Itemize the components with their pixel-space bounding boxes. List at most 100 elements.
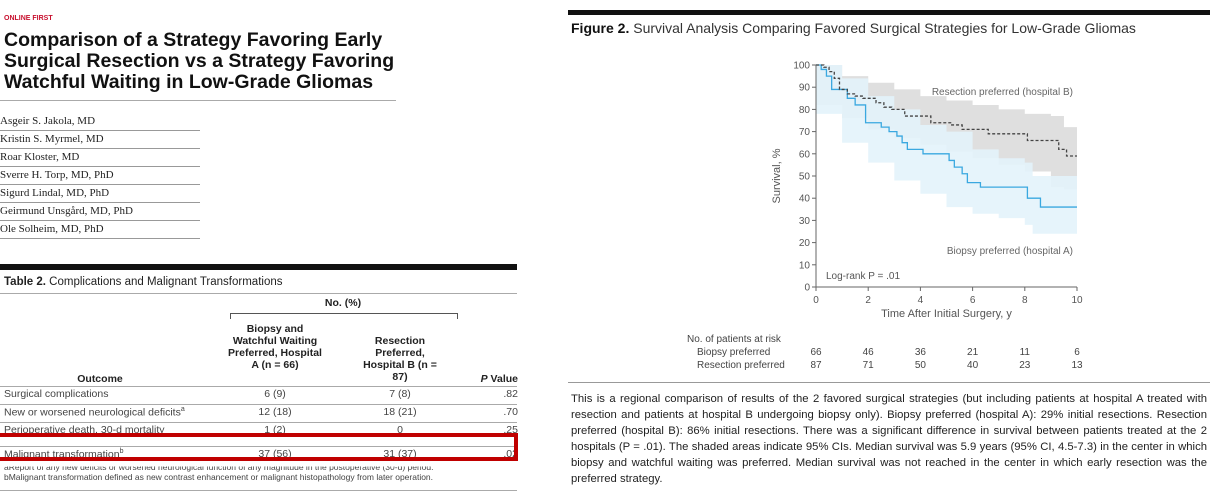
divider bbox=[568, 382, 1210, 383]
y-tick-label: 60 bbox=[799, 149, 811, 160]
table-cell: 7 (8) bbox=[355, 388, 445, 400]
table-cell: .70 bbox=[470, 406, 518, 418]
divider bbox=[0, 293, 517, 294]
cell-text: 12 (18) bbox=[258, 406, 292, 418]
table-cell: .82 bbox=[470, 388, 518, 400]
y-tick-label: 30 bbox=[799, 216, 811, 227]
x-tick-label: 0 bbox=[813, 295, 819, 306]
author: Ole Solheim, MD, PhD bbox=[0, 221, 200, 239]
table-cell: .25 bbox=[470, 424, 518, 433]
x-tick-label: 4 bbox=[918, 295, 924, 306]
footnote-a: aReport of any new deficits or worsened … bbox=[4, 462, 434, 473]
x-tick-label: 6 bbox=[970, 295, 976, 306]
y-tick-label: 0 bbox=[804, 283, 810, 294]
x-tick-label: 10 bbox=[1071, 295, 1083, 306]
x-axis-label: Time After Initial Surgery, y bbox=[881, 308, 1012, 320]
divider bbox=[0, 446, 517, 447]
y-axis-label: Survival, % bbox=[771, 148, 783, 203]
col-header-hospital-a: Biopsy and Watchful Waiting Preferred, H… bbox=[228, 323, 322, 371]
table-caption: Complications and Malignant Transformati… bbox=[49, 276, 283, 288]
cell-text: 6 (9) bbox=[264, 388, 286, 400]
cell-text: 7 (8) bbox=[389, 388, 411, 400]
table-cell: 0 bbox=[355, 424, 445, 433]
author: Sverre H. Torp, MD, PhD bbox=[0, 167, 200, 185]
cell-text: .25 bbox=[503, 424, 518, 433]
group-header: No. (%) bbox=[324, 297, 362, 309]
author: Sigurd Lindal, MD, PhD bbox=[0, 185, 200, 203]
y-tick-label: 80 bbox=[799, 105, 811, 116]
table-cell: Surgical complications bbox=[4, 388, 224, 400]
cell-text: Surgical complications bbox=[4, 388, 109, 400]
risk-count: 11 bbox=[1019, 347, 1030, 358]
risk-row-label: Resection preferred bbox=[697, 360, 785, 371]
y-tick-label: 20 bbox=[799, 238, 811, 249]
divider bbox=[0, 404, 517, 405]
table-cell: 18 (21) bbox=[355, 406, 445, 418]
risk-count: 50 bbox=[914, 360, 926, 371]
col-header-p-value: P Value bbox=[480, 373, 518, 385]
table-cell: 6 (9) bbox=[225, 388, 325, 400]
table-top-bar bbox=[0, 264, 517, 270]
risk-row-label: Biopsy preferred bbox=[697, 347, 771, 358]
risk-count: 23 bbox=[1019, 360, 1031, 371]
figure-label: Figure 2. bbox=[571, 20, 630, 36]
table-title: Table 2. Complications and Malignant Tra… bbox=[4, 276, 282, 288]
author: Asgeir S. Jakola, MD bbox=[0, 113, 200, 131]
cell-text: 1 (2) bbox=[264, 424, 286, 433]
y-tick-label: 10 bbox=[799, 260, 811, 271]
risk-count: 71 bbox=[862, 360, 874, 371]
risk-count: 36 bbox=[914, 347, 926, 358]
table-cell: New or worsened neurological deficitsa bbox=[4, 406, 224, 419]
ci-band-1 bbox=[816, 65, 1077, 234]
figure-caption: This is a regional comparison of results… bbox=[571, 393, 1207, 485]
y-tick-label: 40 bbox=[799, 194, 811, 205]
risk-count: 6 bbox=[1074, 347, 1080, 358]
author: Roar Kloster, MD bbox=[0, 149, 200, 167]
footnote-marker: a bbox=[180, 406, 185, 413]
series-label-resection: Resection preferred (hospital B) bbox=[932, 87, 1073, 98]
footnote-b: bMalignant transformation defined as new… bbox=[4, 472, 434, 482]
divider bbox=[0, 100, 396, 101]
author: Geirmund Unsgård, MD, PhD bbox=[0, 203, 200, 221]
y-tick-label: 70 bbox=[799, 127, 811, 138]
author: Kristin S. Myrmel, MD bbox=[0, 131, 200, 149]
figure-title: Figure 2. Survival Analysis Comparing Fa… bbox=[571, 20, 1136, 36]
risk-table-title: No. of patients at risk bbox=[687, 334, 781, 345]
survival-chart: 0 10 20 30 40 50 60 70 80 90 100 0 2 4 6 8 10 Time After … bbox=[771, 61, 1083, 321]
online-first-label: ONLINE FIRST bbox=[4, 15, 53, 22]
footnote-marker: b bbox=[119, 448, 124, 455]
divider bbox=[0, 386, 517, 387]
divider bbox=[0, 490, 517, 491]
x-tick-label: 8 bbox=[1022, 295, 1028, 306]
table-cell: 12 (18) bbox=[225, 406, 325, 418]
y-tick-label: 90 bbox=[799, 83, 811, 94]
figure-top-bar bbox=[568, 10, 1210, 15]
highlight-box bbox=[0, 433, 518, 461]
table-row: Perioperative death, 30-d mortality 1 (2)… bbox=[0, 0, 520, 433]
table-label: Table 2. bbox=[4, 276, 46, 288]
y-tick-label: 100 bbox=[793, 61, 810, 72]
risk-count: 66 bbox=[810, 347, 822, 358]
col-header-outcome: Outcome bbox=[77, 373, 123, 385]
log-rank-annotation: Log-rank P = .01 bbox=[826, 271, 900, 282]
x-tick-label: 2 bbox=[865, 295, 871, 306]
risk-count: 46 bbox=[862, 347, 874, 358]
risk-count: 40 bbox=[967, 360, 979, 371]
group-bracket bbox=[230, 313, 458, 319]
table-cell: 1 (2) bbox=[225, 424, 325, 433]
divider bbox=[0, 422, 517, 423]
article-title: Comparison of a Strategy Favoring Early … bbox=[4, 29, 395, 93]
risk-count: 87 bbox=[810, 360, 822, 371]
cell-text: 18 (21) bbox=[383, 406, 417, 418]
series-label-biopsy: Biopsy preferred (hospital A) bbox=[947, 246, 1073, 257]
y-tick-label: 50 bbox=[799, 172, 811, 183]
risk-count: 21 bbox=[967, 347, 979, 358]
survival-curve-0 bbox=[816, 64, 1077, 157]
cell-text: 0 bbox=[397, 424, 403, 433]
cell-text: .82 bbox=[503, 388, 518, 400]
cell-text: Perioperative death, 30-d mortality bbox=[4, 424, 165, 433]
figure-caption-title: Survival Analysis Comparing Favored Surg… bbox=[633, 20, 1136, 36]
table-cell: Perioperative death, 30-d mortality bbox=[4, 424, 224, 433]
risk-count: 13 bbox=[1071, 360, 1083, 371]
cell-text: New or worsened neurological deficits bbox=[4, 406, 181, 419]
